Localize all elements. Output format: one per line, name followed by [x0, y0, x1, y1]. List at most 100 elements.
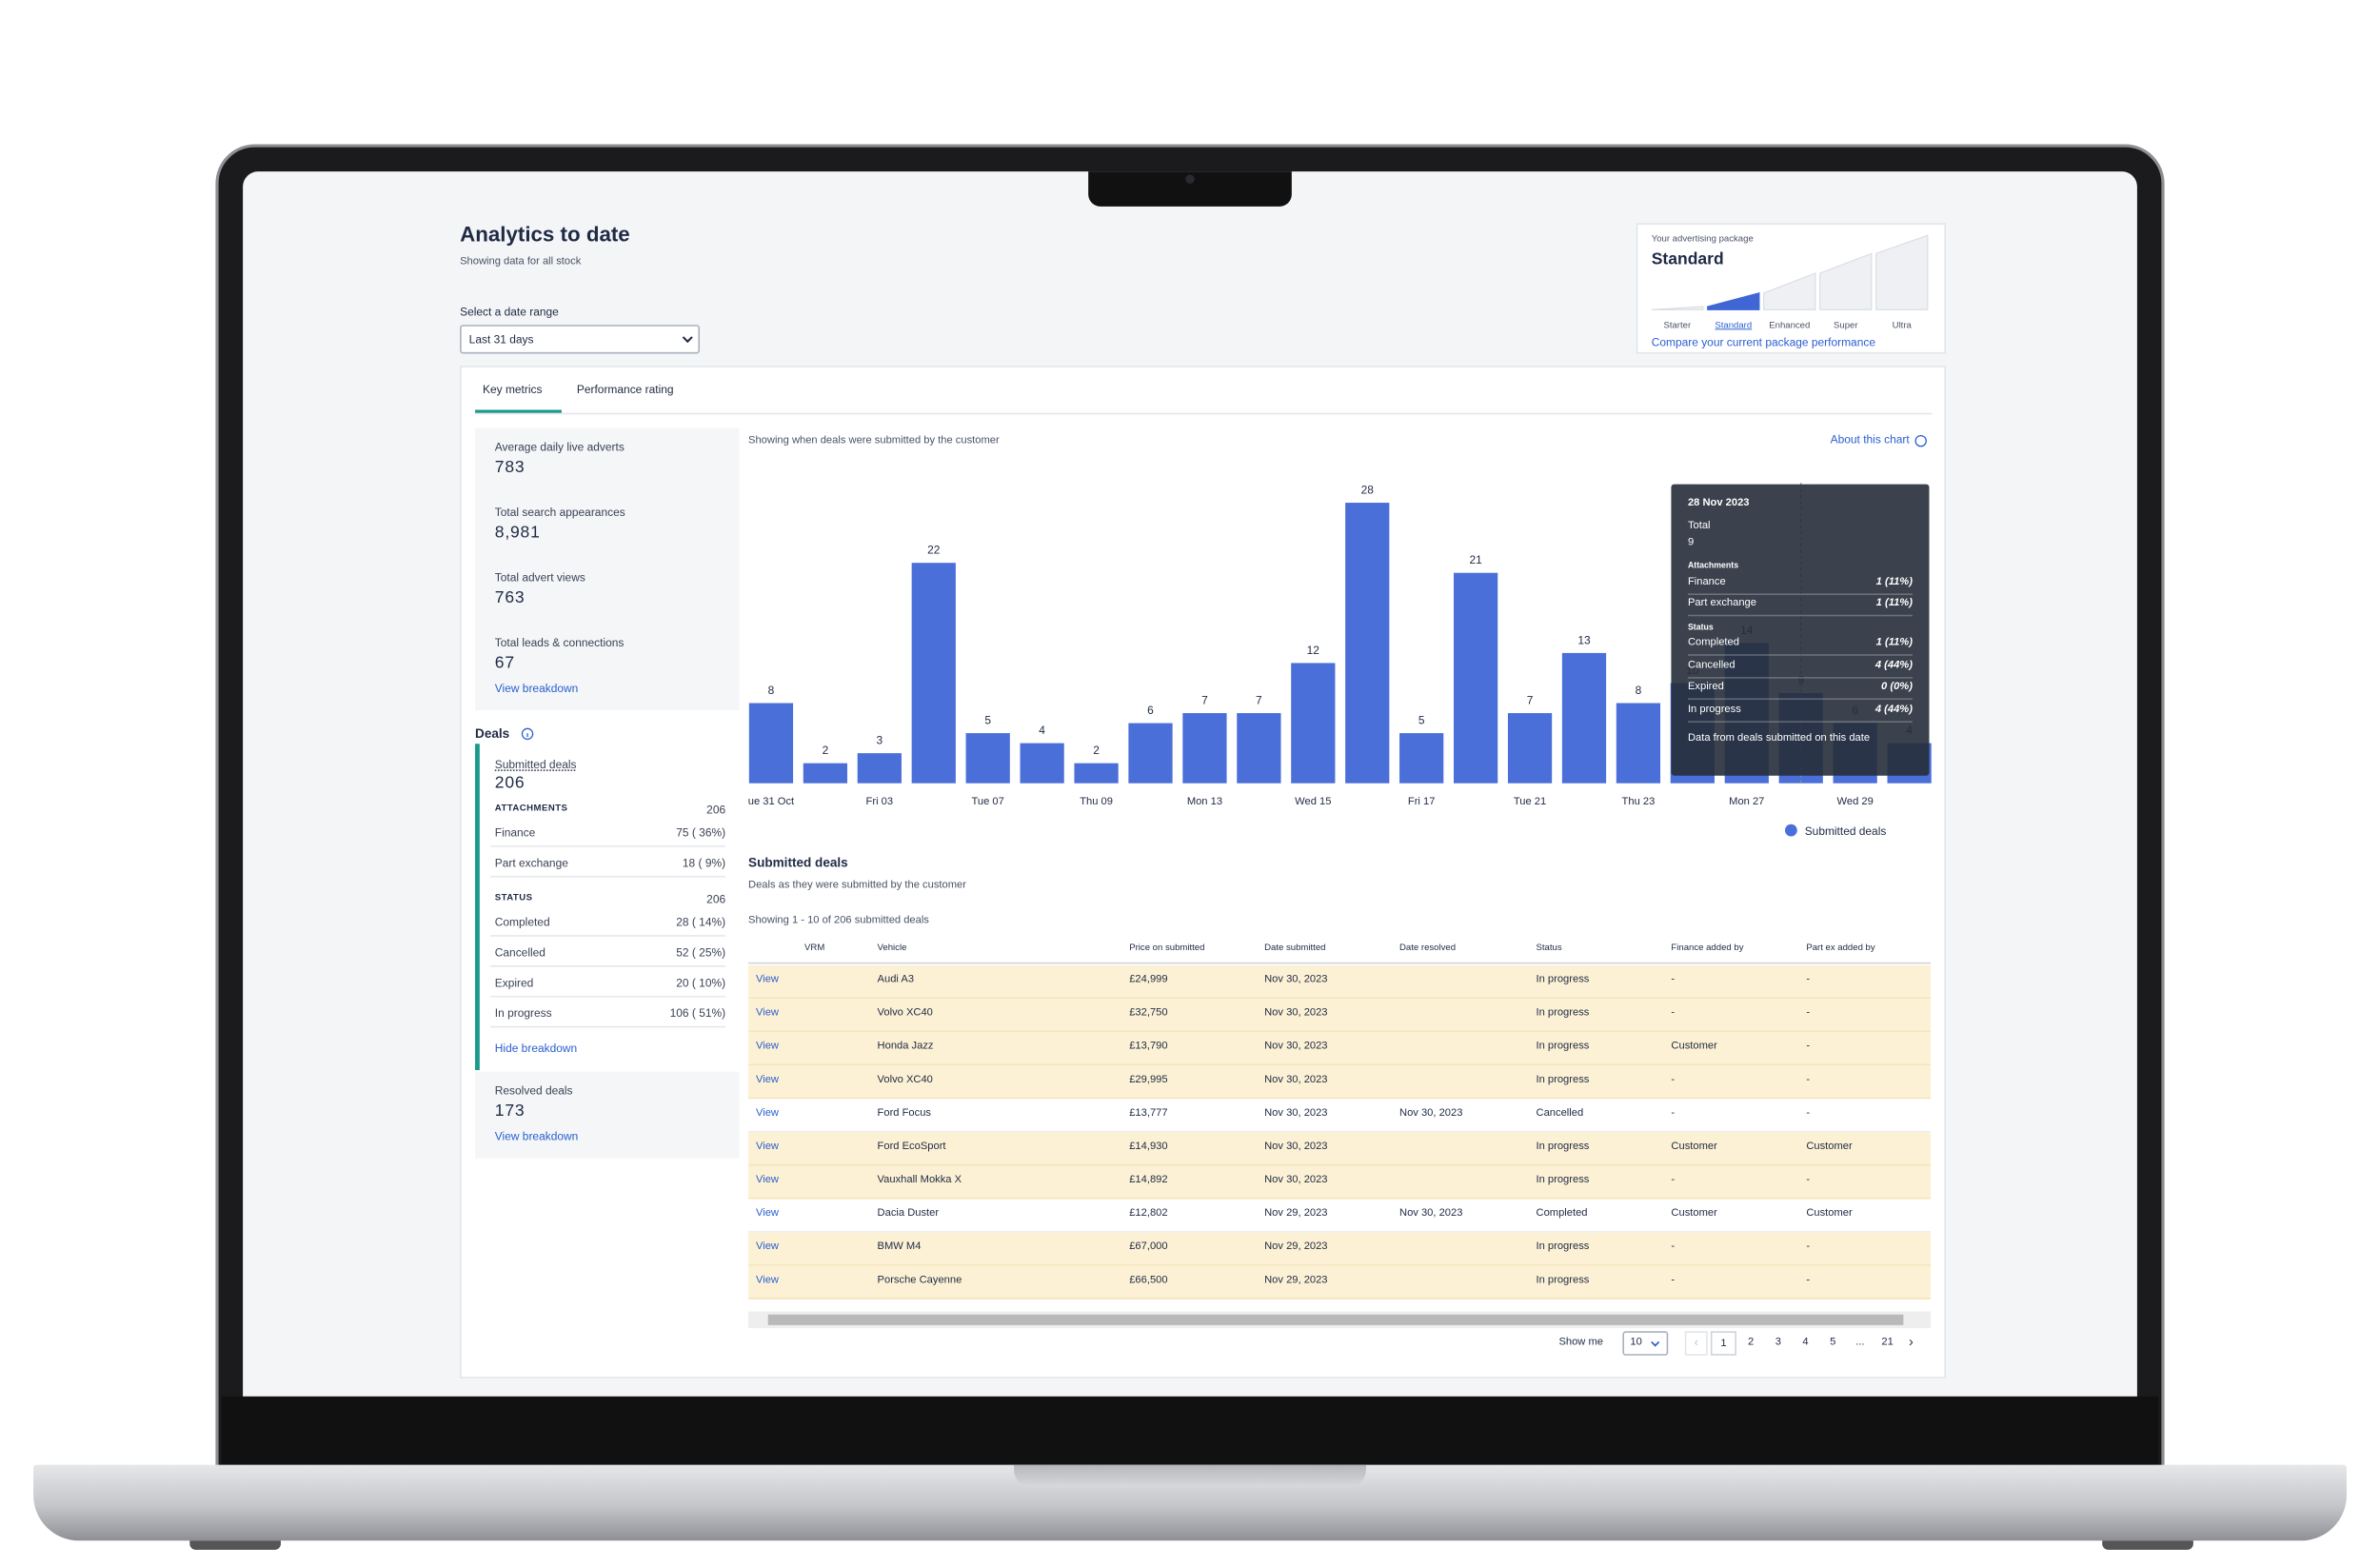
metric-label: Total advert views: [494, 570, 585, 585]
breakdown-value: 18 ( 9%): [682, 856, 726, 870]
x-tick-label: Mon 13: [1187, 796, 1222, 807]
table-cell: £13,790: [1129, 1041, 1168, 1052]
page-button[interactable]: 3: [1775, 1337, 1781, 1348]
package-link[interactable]: Compare your current package performance: [1651, 335, 1875, 349]
view-link[interactable]: View: [756, 1041, 779, 1052]
hide-link[interactable]: Hide breakdown: [494, 1041, 578, 1056]
package-step: [1707, 291, 1760, 310]
view-link[interactable]: View: [756, 1141, 779, 1153]
breakdown-label: In progress: [494, 1006, 552, 1021]
view-link[interactable]: View: [756, 1208, 779, 1220]
tab[interactable]: Performance rating: [576, 382, 674, 397]
bar: [803, 763, 848, 784]
chart-subtitle: Showing when deals were submitted by the…: [748, 435, 1000, 447]
table-cell: £32,750: [1129, 1007, 1168, 1019]
chevron: [1651, 1340, 1660, 1347]
package-step: [1819, 252, 1873, 310]
table-cell: Nov 30, 2023: [1264, 1007, 1328, 1019]
table-cell: Volvo XC40: [877, 1074, 933, 1085]
table-cell: Nov 29, 2023: [1264, 1208, 1328, 1220]
deals-title: Deals: [475, 725, 510, 742]
tooltip-row-value: 4 (44%): [1874, 659, 1913, 670]
breakdown-value: 52 ( 25%): [676, 945, 726, 960]
bar-label: 5: [1418, 714, 1425, 727]
bar: [965, 733, 1010, 784]
table-row: [748, 1065, 1932, 1100]
tooltip-row-value: 0 (0%): [1881, 681, 1913, 693]
bar: [1237, 713, 1281, 784]
table-cell: Nov 30, 2023: [1264, 974, 1328, 985]
bar: [1507, 713, 1553, 784]
table-cell: In progress: [1536, 1241, 1590, 1253]
resolved-link[interactable]: View breakdown: [494, 1129, 579, 1143]
page-button[interactable]: 1: [1710, 1331, 1736, 1356]
x-tick-label: Thu 09: [1080, 796, 1113, 807]
table-cell: -: [1671, 1241, 1676, 1253]
bar: [1291, 663, 1336, 784]
page-button[interactable]: ...: [1855, 1337, 1865, 1348]
view-link[interactable]: View: [756, 1107, 779, 1120]
bar-label: 12: [1307, 644, 1320, 657]
table-cell: In progress: [1536, 1141, 1590, 1153]
view-link[interactable]: View: [756, 1241, 779, 1253]
table-cell: Dacia Duster: [877, 1208, 940, 1220]
package-level: Super: [1834, 320, 1858, 330]
package-level: Starter: [1663, 320, 1691, 330]
bar-label: 8: [768, 684, 775, 697]
table-cell: In progress: [1536, 1007, 1590, 1019]
table-cell: Nov 30, 2023: [1264, 1041, 1328, 1052]
page-button[interactable]: 21: [1881, 1337, 1894, 1348]
date-select[interactable]: Last 31 days: [460, 325, 701, 354]
page-next[interactable]: ›: [1908, 1334, 1914, 1350]
info-icon: [1914, 434, 1927, 447]
metric-value: 8,981: [494, 524, 541, 543]
tab[interactable]: Key metrics: [483, 382, 543, 397]
table-cell: Nov 29, 2023: [1264, 1275, 1328, 1286]
submitted-panel: [475, 744, 740, 1071]
page-button[interactable]: 2: [1748, 1337, 1755, 1348]
view-link[interactable]: View: [756, 1175, 779, 1186]
breakdown-value: 75 ( 36%): [676, 825, 726, 840]
breakdown-divider: [489, 875, 726, 878]
bar: [1128, 723, 1173, 784]
package-step: [1651, 306, 1704, 310]
column-header: Vehicle: [877, 943, 907, 954]
page-size: 10: [1630, 1337, 1642, 1348]
bar-label: 21: [1469, 553, 1482, 566]
metric-label: Total search appearances: [494, 505, 625, 520]
table-row: [748, 1165, 1932, 1200]
column-header: Status: [1536, 943, 1562, 954]
page-prev[interactable]: ‹: [1684, 1331, 1708, 1356]
bar: [911, 563, 956, 784]
view-link[interactable]: View: [756, 1275, 779, 1286]
tab-underline: [475, 409, 562, 413]
bar-label: 8: [1636, 684, 1642, 697]
metric-label: Average daily live adverts: [494, 440, 625, 454]
tooltip-row-value: 1 (11%): [1875, 576, 1913, 588]
tooltip-status-label: Status: [1687, 624, 1714, 633]
table-cell: -: [1806, 1074, 1811, 1085]
table-cell: £66,500: [1129, 1275, 1168, 1286]
view-link[interactable]: View: [756, 974, 779, 985]
view-link[interactable]: View: [756, 1074, 779, 1085]
table-showing: Showing 1 - 10 of 206 submitted deals: [748, 915, 929, 926]
bar: [857, 753, 902, 784]
breakdown-label: Cancelled: [494, 945, 545, 960]
about-link[interactable]: About this chart: [1830, 432, 1910, 447]
table-cell: In progress: [1536, 974, 1590, 985]
page-button[interactable]: 5: [1830, 1337, 1836, 1348]
breakdown-divider: [489, 935, 726, 937]
bar-label: 13: [1577, 633, 1591, 646]
page-size-select[interactable]: 10: [1622, 1331, 1669, 1356]
x-tick-label: Fri 03: [866, 796, 894, 807]
table-cell: -: [1806, 1107, 1811, 1120]
metrics-link[interactable]: View breakdown: [494, 681, 579, 696]
column-header: Finance added by: [1671, 943, 1744, 954]
page-button[interactable]: 4: [1802, 1337, 1809, 1348]
view-link[interactable]: View: [756, 1007, 779, 1019]
breakdown-label: Completed: [494, 915, 550, 929]
package-level: Enhanced: [1769, 320, 1810, 330]
bar-label: 7: [1201, 693, 1208, 706]
scrollbar-thumb[interactable]: [767, 1314, 1904, 1325]
